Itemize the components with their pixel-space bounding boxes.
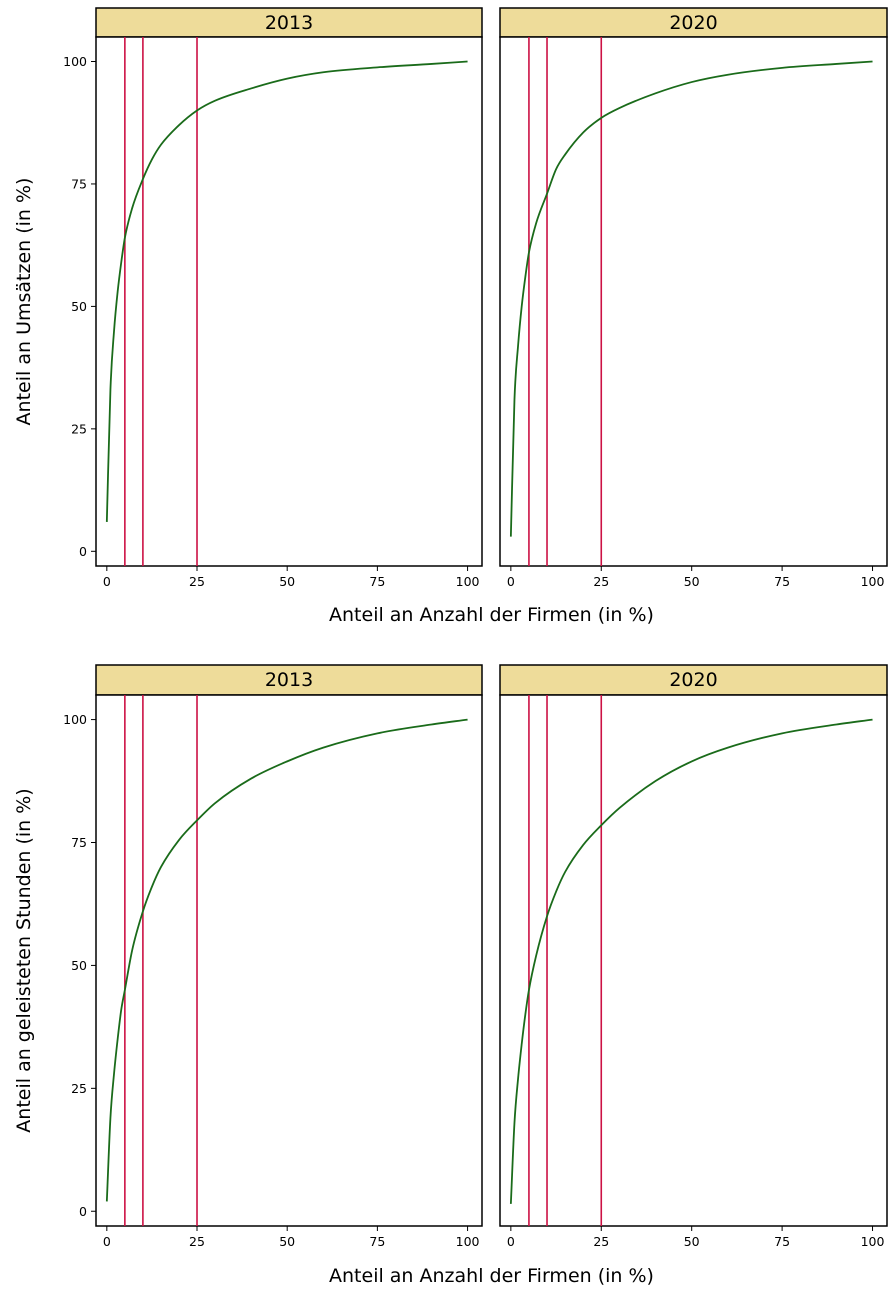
plot-area — [95, 694, 483, 1227]
concentration-curve — [105, 60, 468, 522]
plot-area — [95, 36, 483, 567]
x-tick-label: 0 — [507, 1234, 515, 1249]
x-tick-label: 100 — [861, 1234, 885, 1249]
x-tick-label: 75 — [369, 574, 385, 589]
facet-strip — [499, 664, 888, 696]
x-tick-label: 0 — [103, 574, 111, 589]
facet-label: 2020 — [669, 12, 717, 34]
y-tick-label: 25 — [71, 421, 87, 436]
panel-2013: 2013 0 25 50 75 100 0 25 50 75 100 — [63, 7, 483, 589]
y-tick-label: 0 — [79, 1204, 87, 1219]
x-tick-label: 0 — [103, 1234, 111, 1249]
y-tick-label: 50 — [71, 958, 87, 973]
x-tick-label: 25 — [593, 1234, 609, 1249]
panel-2013: 2013 0 25 50 75 100 0 25 50 75 100 — [63, 664, 483, 1249]
x-axis-title: Anteil an Anzahl der Firmen (in %) — [329, 604, 654, 626]
x-tick-label: 25 — [593, 574, 609, 589]
concentration-curve — [509, 60, 873, 537]
y-tick-label: 0 — [79, 544, 87, 559]
y-tick-label: 50 — [71, 299, 87, 314]
x-tick-label: 75 — [774, 1234, 790, 1249]
x-tick-label: 100 — [456, 1234, 480, 1249]
plot-area — [499, 36, 888, 567]
y-tick-label: 75 — [71, 835, 87, 850]
x-tick-label: 75 — [774, 574, 790, 589]
facet-strip — [95, 7, 483, 38]
concentration-curve — [509, 718, 873, 1204]
panel-2020: 2020 0 25 50 75 100 — [499, 664, 888, 1249]
y-tick-label: 100 — [63, 54, 87, 69]
x-tick-label: 0 — [507, 574, 515, 589]
facet-label: 2020 — [669, 669, 717, 691]
x-tick-label: 25 — [189, 574, 205, 589]
panel-2020: 2020 0 25 50 75 100 — [499, 7, 888, 589]
x-tick-label: 100 — [456, 574, 480, 589]
y-tick-label: 100 — [63, 712, 87, 727]
x-tick-label: 100 — [861, 574, 885, 589]
y-tick-label: 75 — [71, 176, 87, 191]
facet-label: 2013 — [265, 12, 313, 34]
plot-area — [499, 694, 888, 1227]
x-tick-label: 25 — [189, 1234, 205, 1249]
concentration-curve — [105, 718, 468, 1202]
x-tick-label: 75 — [369, 1234, 385, 1249]
y-tick-label: 25 — [71, 1081, 87, 1096]
chart-2: 2013 0 25 50 75 100 0 25 50 75 100 2020 0 25 50 75 100 An… — [13, 664, 888, 1287]
x-tick-label: 50 — [684, 1234, 700, 1249]
chart-1: 2013 0 25 50 75 100 0 25 50 75 100 2020 0 25 50 75 100 An… — [13, 7, 888, 626]
x-tick-label: 50 — [684, 574, 700, 589]
facet-strip — [95, 664, 483, 696]
y-axis-title: Anteil an Umsätzen (in %) — [13, 178, 35, 426]
facet-label: 2013 — [265, 669, 313, 691]
x-axis-title: Anteil an Anzahl der Firmen (in %) — [329, 1265, 654, 1287]
y-axis-title: Anteil an geleisteten Stunden (in %) — [13, 788, 35, 1132]
x-tick-label: 50 — [279, 574, 295, 589]
x-tick-label: 50 — [279, 1234, 295, 1249]
facet-strip — [499, 7, 888, 38]
